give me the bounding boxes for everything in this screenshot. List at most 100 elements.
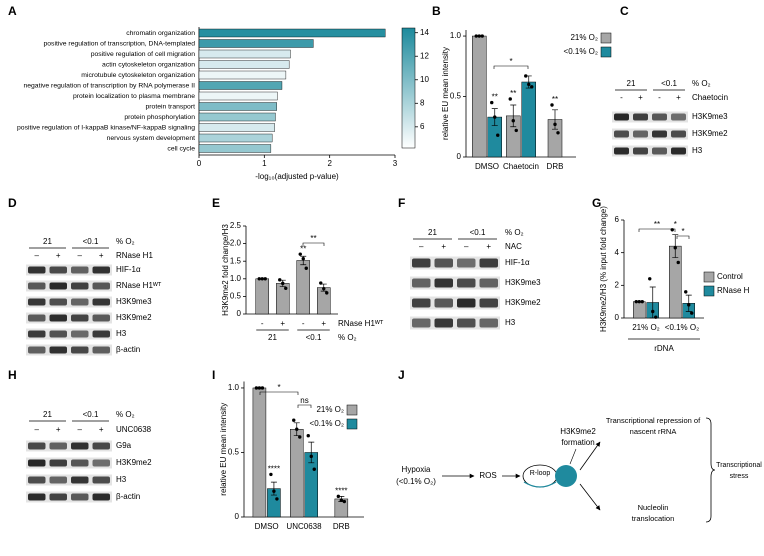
diagram-text: Transcriptional repression of	[606, 416, 701, 425]
data-point	[496, 133, 500, 137]
diagram-text: formation	[561, 438, 594, 447]
pointer	[569, 448, 577, 465]
bar	[198, 49, 291, 59]
blot-band-label: H3	[116, 475, 127, 484]
data-point	[281, 281, 285, 286]
data-point	[298, 252, 302, 256]
bar	[198, 60, 290, 69]
blot-sign: +	[441, 242, 446, 251]
data-point	[637, 299, 641, 304]
data-point	[278, 278, 282, 282]
legend-swatch	[600, 46, 612, 58]
significance-label: ****	[268, 465, 280, 474]
x-tick-label: 2	[327, 159, 332, 168]
bar	[198, 133, 273, 143]
h3k9me2-mark	[555, 465, 577, 487]
data-point	[263, 277, 267, 281]
blot-strip	[612, 145, 688, 157]
x-tick-label: +	[321, 319, 326, 328]
blot-band	[92, 493, 110, 501]
data-point	[634, 299, 638, 304]
group-label: 21	[268, 333, 277, 342]
category-label: protein localization to plasma membrane	[73, 93, 195, 100]
data-point	[556, 131, 560, 135]
blot-sign: –	[464, 242, 469, 251]
error-bar	[270, 481, 277, 496]
blot-band	[28, 314, 46, 322]
blot-sign: -	[658, 93, 661, 102]
bar	[255, 278, 269, 315]
x-tick-label: DRB	[333, 522, 350, 531]
comparison-bracket	[297, 404, 312, 408]
data-point	[322, 286, 326, 291]
data-point	[275, 497, 279, 501]
blot-band	[28, 476, 46, 484]
blot-sign: +	[676, 93, 681, 102]
comparison-bracket	[259, 391, 299, 395]
y-axis-label: H3K9me2 fold change/H3	[221, 224, 230, 316]
data-point	[651, 309, 655, 314]
data-point	[298, 435, 302, 439]
y-tick-label: 2	[615, 280, 620, 289]
bar	[198, 28, 386, 38]
category-label: actin cytoskeleton organization	[102, 61, 195, 68]
data-point	[284, 286, 288, 291]
legend-swatch	[703, 271, 715, 283]
data-point	[295, 427, 299, 431]
panel-letter: J	[398, 368, 405, 382]
blot-strip	[410, 276, 500, 290]
comparison-label: **	[654, 220, 660, 229]
bar	[198, 39, 314, 48]
data-point	[292, 418, 296, 422]
data-point	[648, 277, 652, 281]
blot-strip	[26, 457, 112, 469]
bar	[633, 301, 646, 319]
blot-band	[671, 130, 686, 138]
y-tick-label: 1.0	[228, 383, 240, 392]
blot-sign: +	[486, 242, 491, 251]
x-tick-label: DMSO	[475, 162, 499, 171]
blot-band-label: H3K9me2	[116, 313, 152, 322]
blot-band	[614, 113, 629, 121]
category-label: protein transport	[146, 103, 196, 110]
blot-band	[49, 266, 67, 274]
bracket	[705, 417, 716, 523]
blot-band-label: H3K9me3	[505, 278, 541, 287]
data-point	[260, 386, 265, 390]
data-point	[524, 74, 528, 78]
blot-band	[434, 258, 453, 268]
blot-group-label: 21	[43, 410, 52, 419]
blot-band	[614, 130, 629, 138]
blot-band	[49, 493, 67, 501]
blot-group-axis: % O₂	[692, 79, 711, 88]
error-bar	[510, 104, 517, 128]
data-point	[687, 303, 691, 307]
diagram-text: Hypoxia	[402, 465, 431, 474]
bar	[198, 123, 275, 132]
data-point	[676, 260, 680, 265]
blot-band	[49, 346, 67, 354]
x-tick-label: Chaetocin	[503, 162, 539, 171]
blot-band	[434, 278, 453, 288]
significance-label: ****	[335, 486, 347, 495]
bar	[521, 81, 536, 158]
blot-band	[633, 147, 648, 155]
colorbar-tick-label: 14	[420, 28, 429, 37]
category-label: chromatin organization	[126, 30, 195, 37]
diagram-text: Transcriptional	[716, 462, 762, 469]
blot-band	[71, 346, 89, 354]
blot-sign: –	[35, 251, 40, 260]
data-point	[269, 472, 273, 477]
data-point	[254, 386, 259, 390]
blot-band	[92, 266, 110, 274]
blot-band	[49, 282, 67, 290]
category-label: positive regulation of I-kappaB kinase/N…	[17, 124, 195, 131]
blot-band-label: H3K9me3	[692, 112, 728, 121]
blot-group-label: <0.1	[470, 228, 486, 237]
bar	[198, 112, 276, 122]
category-label: protein phosphorylation	[124, 114, 195, 121]
y-tick-label: 2.0	[230, 239, 242, 248]
data-point	[684, 290, 688, 294]
blot-treatment: Chaetocin	[692, 93, 728, 102]
